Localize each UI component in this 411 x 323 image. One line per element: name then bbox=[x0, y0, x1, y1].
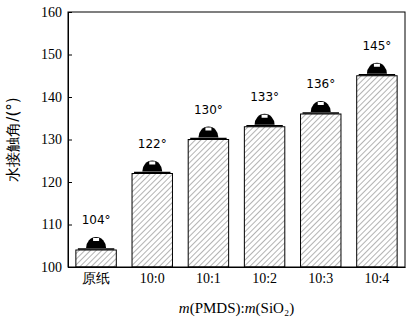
droplet-base bbox=[78, 248, 114, 250]
x-tick-label: 10:1 bbox=[196, 271, 221, 286]
bar bbox=[76, 250, 116, 267]
x-tick: 10:1 bbox=[196, 267, 221, 286]
droplet-highlight bbox=[93, 238, 99, 241]
y-tick-mark bbox=[68, 12, 72, 13]
x-tick: 原纸 bbox=[82, 267, 110, 286]
y-tick: 130 bbox=[41, 132, 72, 147]
data-labels: 104° 122° 130° 133° 136° 145° bbox=[82, 39, 392, 227]
y-tick: 110 bbox=[42, 217, 72, 232]
droplet-body bbox=[142, 161, 162, 172]
y-tick-label: 110 bbox=[42, 217, 62, 232]
chart: 104°122°130°133°136°145°1001101201301401… bbox=[0, 0, 411, 323]
droplet-base bbox=[134, 172, 170, 174]
droplets bbox=[78, 63, 395, 249]
frame bbox=[68, 12, 405, 267]
y-tick-mark bbox=[68, 182, 72, 183]
y-tick-mark bbox=[68, 140, 72, 141]
droplet bbox=[78, 237, 114, 249]
droplet-body bbox=[311, 101, 331, 112]
droplet bbox=[190, 127, 226, 139]
droplet-body bbox=[86, 237, 106, 248]
y-tick-mark bbox=[68, 55, 72, 56]
droplet-highlight bbox=[149, 162, 155, 165]
bar bbox=[301, 114, 341, 267]
data-label: 104° bbox=[82, 213, 111, 227]
y-tick-label: 130 bbox=[41, 132, 62, 147]
y-axis-title: 水接触角/(°) bbox=[4, 97, 22, 181]
data-label: 133° bbox=[250, 90, 279, 104]
bar bbox=[357, 76, 397, 267]
droplet-body bbox=[367, 63, 387, 74]
x-axis-line bbox=[69, 267, 406, 268]
x-tick: 10:3 bbox=[308, 267, 333, 286]
x-tick-label: 10:2 bbox=[252, 271, 277, 286]
droplet-base bbox=[359, 74, 395, 76]
droplet-body bbox=[198, 127, 218, 138]
data-label: 136° bbox=[306, 77, 335, 91]
y-tick-label: 150 bbox=[41, 47, 62, 62]
bar bbox=[244, 127, 284, 267]
droplet bbox=[303, 101, 339, 113]
data-label: 130° bbox=[194, 103, 223, 117]
y-tick: 100 bbox=[41, 260, 72, 275]
x-axis-title: m(PMDS):m(SiO₂) bbox=[179, 300, 294, 317]
y-tick-label: 140 bbox=[41, 90, 62, 105]
droplet-body bbox=[255, 114, 275, 125]
droplet-base bbox=[190, 138, 226, 140]
bars bbox=[76, 76, 397, 267]
droplet-highlight bbox=[205, 128, 211, 131]
x-tick: 10:2 bbox=[252, 267, 277, 286]
data-label: 145° bbox=[362, 39, 391, 53]
y-tick: 140 bbox=[41, 90, 72, 105]
x-tick-label: 10:3 bbox=[308, 271, 333, 286]
droplet-highlight bbox=[262, 115, 268, 118]
y-tick: 150 bbox=[41, 47, 72, 62]
plot: 104°122°130°133°136°145°1001101201301401… bbox=[41, 5, 406, 286]
x-tick: 10:0 bbox=[140, 267, 165, 286]
x-tick-label: 原纸 bbox=[82, 271, 110, 286]
data-label: 122° bbox=[138, 137, 167, 151]
droplet bbox=[359, 63, 395, 75]
y-tick: 160 bbox=[41, 5, 72, 20]
y-tick-mark bbox=[68, 97, 72, 98]
droplet-base bbox=[303, 112, 339, 114]
y-tick-label: 160 bbox=[41, 5, 62, 20]
droplet-highlight bbox=[318, 102, 324, 105]
droplet bbox=[246, 114, 282, 126]
y-tick: 120 bbox=[41, 175, 72, 190]
y-tick-mark bbox=[68, 225, 72, 226]
droplet-highlight bbox=[374, 64, 380, 67]
x-tick-label: 10:0 bbox=[140, 271, 165, 286]
x-tick: 10:4 bbox=[364, 267, 389, 286]
bar bbox=[132, 174, 172, 268]
droplet-base bbox=[246, 125, 282, 127]
y-axis: 100 110 120 130 140 150 160 bbox=[41, 5, 72, 275]
x-tick-label: 10:4 bbox=[364, 271, 389, 286]
y-tick-label: 100 bbox=[41, 260, 62, 275]
bar bbox=[188, 140, 228, 268]
x-axis: 原纸 10:0 10:1 10:2 10:3 10:4 bbox=[69, 267, 406, 286]
droplet bbox=[134, 161, 170, 173]
y-tick-label: 120 bbox=[41, 175, 62, 190]
